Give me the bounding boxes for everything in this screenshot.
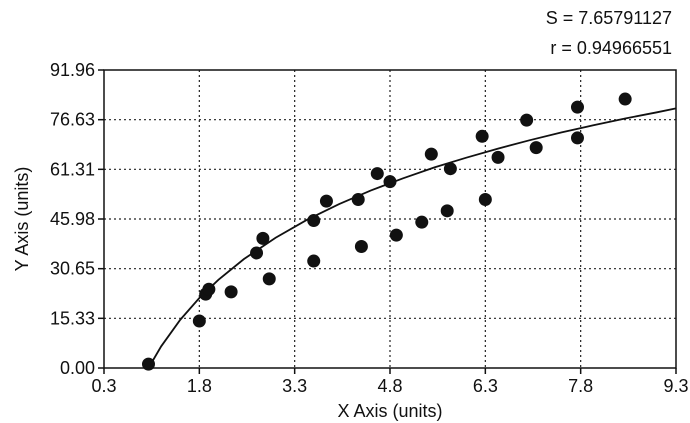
- y-tick-label: 45.98: [50, 209, 95, 229]
- x-tick-label: 0.3: [91, 376, 116, 396]
- data-point: [389, 228, 403, 242]
- data-point: [424, 147, 438, 161]
- data-point: [443, 162, 457, 176]
- data-point: [383, 175, 397, 189]
- grid-lines: [104, 70, 676, 368]
- data-point: [415, 215, 429, 229]
- data-point: [351, 192, 365, 206]
- x-axis-title: X Axis (units): [337, 401, 442, 421]
- data-point: [370, 167, 384, 181]
- x-tick-label: 7.8: [568, 376, 593, 396]
- x-tick-label: 3.3: [282, 376, 307, 396]
- y-tick-label: 91.96: [50, 60, 95, 80]
- x-tick-label: 1.8: [187, 376, 212, 396]
- data-point: [618, 92, 632, 106]
- data-point: [440, 204, 454, 218]
- data-point: [256, 231, 270, 245]
- data-point: [491, 150, 505, 164]
- data-point: [250, 246, 264, 260]
- data-point: [192, 314, 206, 328]
- data-point: [475, 129, 489, 143]
- data-point: [319, 194, 333, 208]
- data-points: [141, 92, 632, 371]
- y-axis-title: Y Axis (units): [12, 167, 32, 272]
- y-tick-label: 61.31: [50, 159, 95, 179]
- data-point: [478, 192, 492, 206]
- data-point: [520, 113, 534, 127]
- data-point: [224, 285, 238, 299]
- y-tick-label: 15.33: [50, 308, 95, 328]
- data-point: [202, 282, 216, 296]
- data-point: [570, 131, 584, 145]
- stat-s-value: S = 7.65791127: [546, 8, 672, 28]
- axis-ticks: 0.3 1.8 3.3 4.8 6.3 7.8 9.3 0.00 15.33 30.65 45.98…: [50, 60, 689, 396]
- data-point: [354, 239, 368, 253]
- y-tick-label: 30.65: [50, 259, 95, 279]
- data-point: [262, 272, 276, 286]
- y-tick-label: 0.00: [60, 358, 95, 378]
- data-point: [529, 141, 543, 155]
- x-tick-label: 6.3: [473, 376, 498, 396]
- data-point: [141, 357, 155, 371]
- x-tick-label: 9.3: [663, 376, 688, 396]
- data-point: [307, 214, 321, 228]
- fit-curve: [147, 107, 677, 369]
- data-point: [307, 254, 321, 268]
- stat-r-value: r = 0.94966551: [550, 38, 672, 58]
- data-point: [570, 100, 584, 114]
- x-tick-label: 4.8: [377, 376, 402, 396]
- y-tick-label: 76.63: [50, 110, 95, 130]
